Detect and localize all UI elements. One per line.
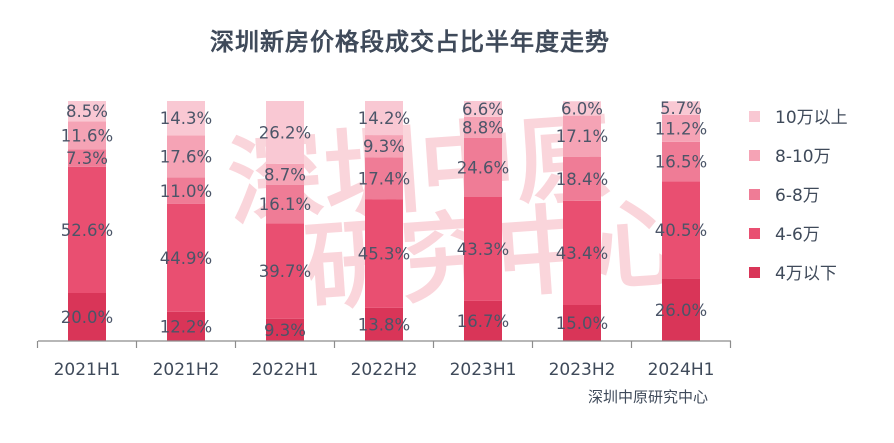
bar-segment-2023H2-4万以下 — [563, 305, 601, 341]
data-label-2022H1-8-10万: 8.7% — [264, 165, 306, 184]
bar-segment-2024H1-4-6万 — [662, 181, 700, 279]
data-label-2024H1-6-8万: 16.5% — [655, 153, 707, 172]
x-tick-label-2023H2: 2023H2 — [549, 360, 616, 380]
data-label-2023H1-6-8万: 24.6% — [457, 158, 509, 177]
bars — [68, 101, 700, 341]
bar-segment-2021H1-4万以下 — [68, 293, 106, 341]
legend-label-4-6万: 4-6万 — [775, 225, 820, 245]
bar-segment-2023H1-6-8万 — [464, 137, 502, 197]
bar-segment-2024H1-8-10万 — [662, 114, 700, 142]
bar-segment-2021H2-8-10万 — [167, 135, 205, 178]
data-label-2022H2-8-10万: 9.3% — [363, 137, 405, 156]
x-tick-label-2022H1: 2022H1 — [252, 360, 319, 380]
data-label-2021H2-6-8万: 11.0% — [160, 182, 212, 201]
legend-swatch-4-6万 — [749, 228, 760, 239]
data-label-2023H1-10万以上: 6.6% — [462, 100, 504, 119]
data-label-2021H2-4万以下: 12.2% — [160, 317, 212, 336]
legend-label-10万以上: 10万以上 — [775, 108, 848, 128]
legend: 10万以上 8-10万 6-8万 4-6万 4万以下 — [749, 108, 848, 284]
bar-segment-2022H1-8-10万 — [266, 163, 304, 185]
bar-segment-2022H2-10万以上 — [365, 101, 403, 136]
bar-segment-2022H1-6-8万 — [266, 184, 304, 224]
data-label-2023H2-4万以下: 15.0% — [556, 314, 608, 333]
bar-segment-2023H2-10万以上 — [563, 101, 601, 116]
x-tick-label-2023H1: 2023H1 — [450, 360, 517, 380]
legend-swatch-4万以下 — [749, 267, 760, 278]
x-tick-label-2022H2: 2022H2 — [351, 360, 418, 380]
bar-segment-2022H2-4万以下 — [365, 307, 403, 341]
data-label-2021H1-10万以上: 8.5% — [66, 102, 108, 121]
data-label-2021H1-6-8万: 7.3% — [66, 149, 108, 168]
x-tick-label-2021H2: 2021H2 — [153, 360, 220, 380]
data-label-2024H1-8-10万: 11.2% — [655, 119, 707, 138]
data-label-2022H1-10万以上: 26.2% — [259, 123, 311, 142]
data-label-2021H1-4-6万: 52.6% — [61, 221, 113, 240]
bar-segment-2022H1-4万以下 — [266, 318, 304, 341]
data-label-2021H2-8-10万: 17.6% — [160, 147, 212, 166]
data-label-2024H1-4-6万: 40.5% — [655, 221, 707, 240]
bar-segment-2021H1-8-10万 — [68, 121, 106, 150]
data-label-2021H2-10万以上: 14.3% — [160, 109, 212, 128]
data-label-2022H2-6-8万: 17.4% — [358, 169, 410, 188]
legend-label-8-10万: 8-10万 — [775, 147, 831, 167]
chart-title: 深圳新房价格段成交占比半年度走势 — [210, 28, 610, 56]
data-label-2023H2-4-6万: 43.4% — [556, 244, 608, 263]
data-label-2023H2-8-10万: 17.1% — [556, 127, 608, 146]
data-label-2023H2-10万以上: 6.0% — [561, 99, 603, 118]
bar-segment-2023H1-4万以下 — [464, 300, 502, 341]
bar-segment-2023H1-10万以上 — [464, 101, 502, 117]
x-axis: 2021H1 2021H2 2022H1 2022H2 2023H1 2023H2 2024… — [36, 340, 732, 380]
bar-segment-2021H2-4万以下 — [167, 311, 205, 341]
data-label-2021H2-4-6万: 44.9% — [160, 249, 212, 268]
bar-segment-2023H2-6-8万 — [563, 156, 601, 201]
bar-segment-2021H2-6-8万 — [167, 177, 205, 204]
legend-swatch-10万以上 — [749, 111, 760, 122]
data-label-2022H2-10万以上: 14.2% — [358, 109, 410, 128]
bar-segment-2021H2-10万以上 — [167, 101, 205, 136]
bar-segment-2024H1-4万以下 — [662, 278, 700, 341]
x-tick-label-2024H1: 2024H1 — [648, 360, 715, 380]
bar-segment-2021H1-4-6万 — [68, 166, 106, 293]
bar-segment-2022H2-8-10万 — [365, 135, 403, 158]
bar-segment-2023H1-8-10万 — [464, 116, 502, 138]
data-label-2022H2-4万以下: 13.8% — [358, 315, 410, 334]
data-label-2024H1-4万以下: 26.0% — [655, 301, 707, 320]
data-label-2022H1-6-8万: 16.1% — [259, 195, 311, 214]
data-label-2021H1-8-10万: 11.6% — [61, 126, 113, 145]
bar-segment-2022H1-4-6万 — [266, 223, 304, 319]
legend-label-6-8万: 6-8万 — [775, 186, 820, 206]
source-note: 深圳中原研究中心 — [588, 388, 709, 406]
data-label-2023H2-6-8万: 18.4% — [556, 170, 608, 189]
bar-segment-2023H1-4-6万 — [464, 197, 502, 301]
bar-segment-2022H1-10万以上 — [266, 101, 304, 164]
legend-swatch-8-10万 — [749, 150, 760, 161]
bar-segment-2021H1-6-8万 — [68, 149, 106, 167]
data-label-2022H1-4万以下: 9.3% — [264, 321, 306, 340]
bar-segment-2021H2-4-6万 — [167, 203, 205, 312]
data-labels: 20.0% 52.6% 7.3% 11.6% 8.5% 12.2% 44.9% 11.0% 17… — [61, 99, 707, 340]
bar-segment-2024H1-6-8万 — [662, 141, 700, 182]
bar-segment-2021H1-10万以上 — [68, 101, 106, 122]
bar-segment-2024H1-10万以上 — [662, 101, 700, 115]
bar-segment-2023H2-4-6万 — [563, 200, 601, 305]
data-label-2022H2-4-6万: 45.3% — [358, 245, 410, 264]
bar-segment-2022H2-6-8万 — [365, 157, 403, 200]
data-label-2024H1-10万以上: 5.7% — [660, 99, 702, 118]
data-label-2023H1-4-6万: 43.3% — [457, 240, 509, 259]
data-label-2023H1-8-10万: 8.8% — [462, 118, 504, 137]
x-tick-label-2021H1: 2021H1 — [54, 360, 121, 380]
data-label-2023H1-4万以下: 16.7% — [457, 312, 509, 331]
bar-segment-2022H2-4-6万 — [365, 199, 403, 308]
data-label-2021H1-4万以下: 20.0% — [61, 308, 113, 327]
data-label-2022H1-4-6万: 39.7% — [259, 262, 311, 281]
bar-segment-2023H2-8-10万 — [563, 115, 601, 157]
legend-swatch-6-8万 — [749, 189, 760, 200]
legend-label-4万以下: 4万以下 — [775, 264, 837, 284]
